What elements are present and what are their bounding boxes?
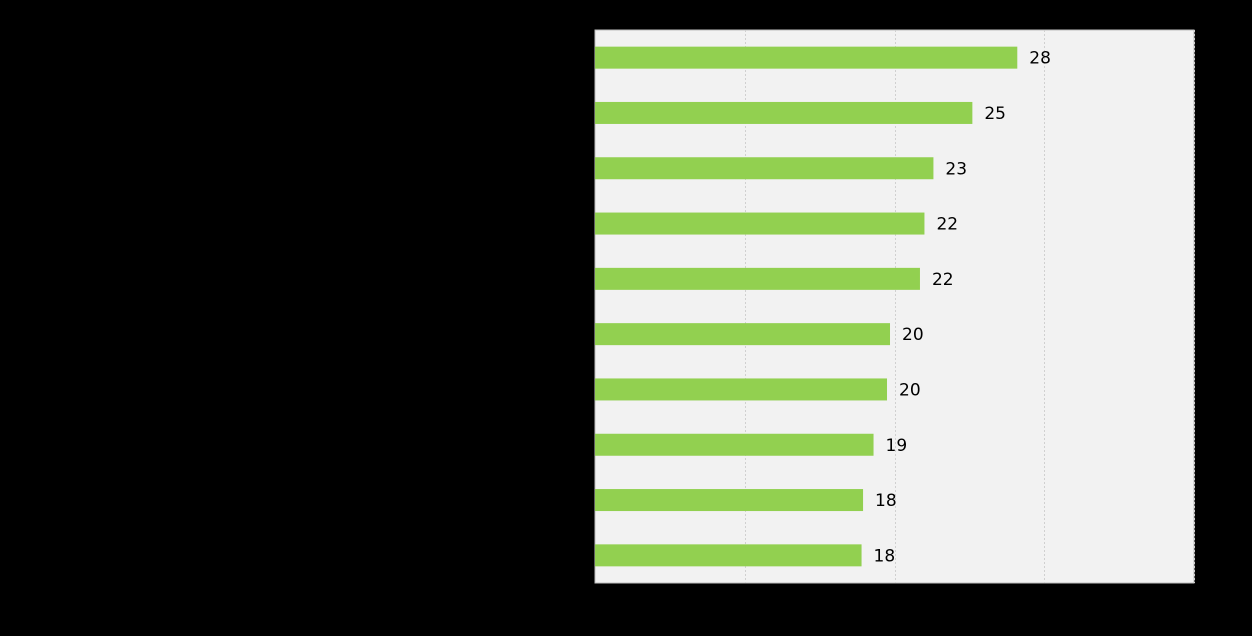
- data-label-1: 28: [1029, 49, 1051, 69]
- bar-2: [595, 101, 973, 124]
- data-label-4: 22: [936, 215, 958, 235]
- bar-1: [595, 46, 1018, 69]
- data-label-10: 18: [874, 546, 896, 566]
- data-label-8: 19: [886, 436, 908, 456]
- bar-7: [595, 378, 888, 401]
- bar-4: [595, 212, 925, 235]
- data-label-2: 25: [984, 104, 1006, 124]
- data-label-3: 23: [945, 159, 967, 179]
- bar-9: [595, 489, 864, 512]
- bar-6: [595, 323, 891, 346]
- bar-10: [595, 544, 862, 567]
- bar-5: [595, 267, 920, 290]
- bars: [595, 46, 1018, 567]
- data-label-6: 20: [902, 325, 924, 345]
- data-label-9: 18: [875, 491, 897, 511]
- data-label-5: 22: [932, 270, 954, 290]
- data-labels: 28 25 23 22 22 20 20 19 18 18: [874, 49, 1051, 567]
- bar-3: [595, 157, 934, 180]
- data-label-7: 20: [899, 380, 921, 400]
- bar-8: [595, 433, 874, 456]
